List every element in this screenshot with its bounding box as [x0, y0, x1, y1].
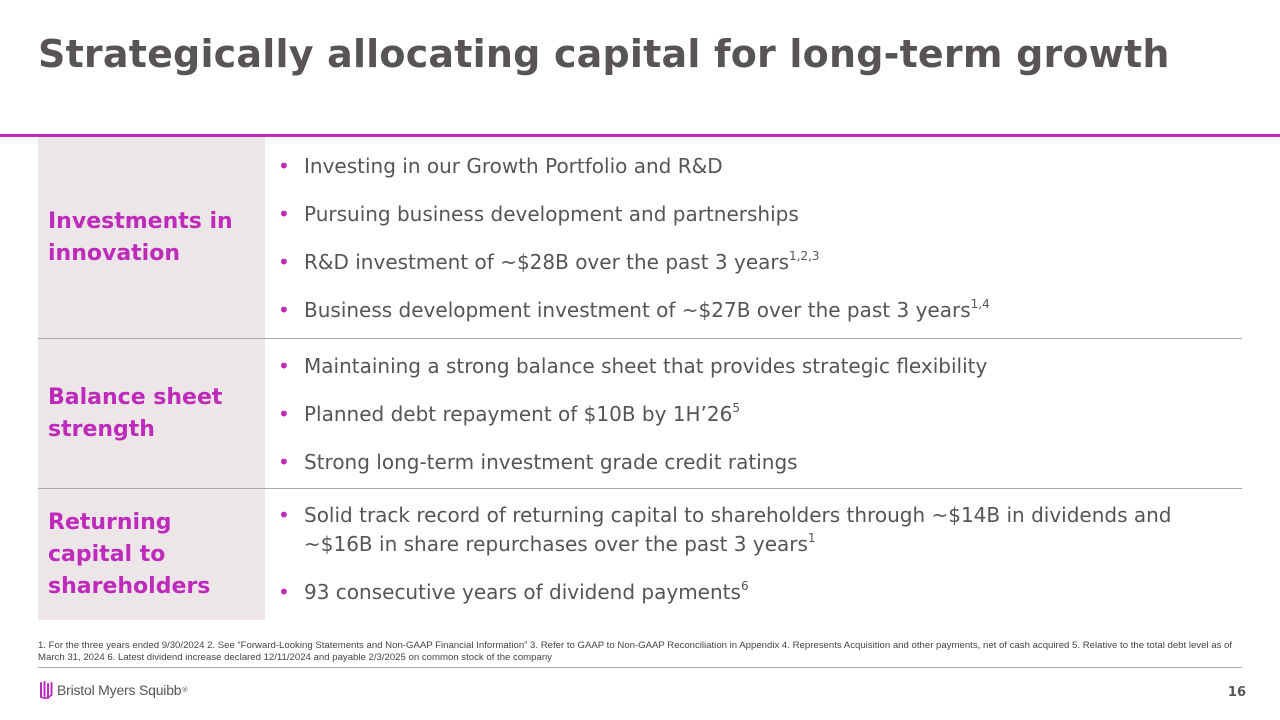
row-label-cell: Returning capital to shareholders — [38, 489, 265, 620]
footnote-ref: 5 — [732, 401, 740, 415]
bullet-dot-icon: • — [278, 580, 290, 604]
footer-divider — [38, 667, 1242, 668]
bullet-text: Maintaining a strong balance sheet that … — [304, 354, 988, 378]
row-label-cell: Investments in innovation — [38, 137, 265, 338]
bullet-dot-icon: • — [278, 154, 290, 178]
bullet-item: • Pursuing business development and partn… — [278, 200, 1242, 229]
footnote-ref: 1 — [807, 531, 816, 545]
footnotes: 1. For the three years ended 9/30/2024 2… — [38, 640, 1233, 663]
page-number: 16 — [1227, 685, 1246, 700]
row-divider — [38, 338, 1242, 339]
bullet-item: • Maintaining a strong balance sheet that… — [278, 352, 1242, 381]
bullet-item: • 93 consecutive years of dividend paymen… — [278, 578, 1242, 607]
bullet-text: Business development investment of ~$27B… — [304, 298, 971, 322]
row-returning-capital: Returning capital to shareholders • Solid… — [38, 489, 1242, 620]
footnote-ref: 1,2,3 — [789, 249, 820, 263]
bullet-dot-icon: • — [278, 202, 290, 226]
bullet-dot-icon: • — [278, 250, 290, 274]
bullet-dot-icon: • — [278, 354, 290, 378]
row-label-cell: Balance sheet strength — [38, 339, 265, 488]
bullet-text: Pursuing business development and partne… — [304, 202, 799, 226]
slide-title: Strategically allocating capital for lon… — [38, 32, 1170, 76]
bullet-text: Investing in our Growth Portfolio and R&… — [304, 154, 723, 178]
row-label: Returning capital to shareholders — [48, 509, 211, 599]
bullet-text: 93 consecutive years of dividend payment… — [304, 580, 741, 604]
footnote-ref: 1,4 — [970, 297, 990, 311]
bullet-text: Solid track record of returning capital … — [304, 503, 1172, 556]
footnote-ref: 6 — [740, 579, 749, 593]
company-logo: Bristol Myers Squibb ® — [38, 678, 188, 702]
bullet-dot-icon: • — [278, 503, 290, 527]
row-label: Balance sheet strength — [48, 384, 223, 442]
bullet-item: • Investing in our Growth Portfolio and R… — [278, 152, 1242, 181]
bullet-list: • Investing in our Growth Portfolio and R… — [278, 152, 1242, 325]
bullet-item: • Solid track record of returning capital… — [278, 501, 1242, 559]
bullet-item: • Strong long-term investment grade credi… — [278, 448, 1242, 477]
bullet-list: • Maintaining a strong balance sheet that… — [278, 352, 1242, 477]
title-divider — [0, 134, 1280, 137]
trademark-mark: ® — [181, 686, 189, 694]
row-divider — [38, 488, 1242, 489]
bullet-dot-icon: • — [278, 298, 290, 322]
bullet-item: • Business development investment of ~$27… — [278, 296, 1242, 325]
bullet-item: • Planned debt repayment of $10B by 1H’26… — [278, 400, 1242, 429]
bullet-list: • Solid track record of returning capital… — [278, 501, 1242, 607]
row-investments-in-innovation: Investments in innovation • Investing in … — [38, 137, 1242, 339]
logo-text: Bristol Myers Squibb — [57, 682, 182, 698]
bullet-dot-icon: • — [278, 402, 290, 426]
bullet-dot-icon: • — [278, 450, 290, 474]
bullet-text: Strong long-term investment grade credit… — [304, 450, 798, 474]
row-label: Investments in innovation — [48, 208, 233, 266]
row-balance-sheet-strength: Balance sheet strength • Maintaining a st… — [38, 339, 1242, 489]
bullet-item: • R&D investment of ~$28B over the past 3… — [278, 248, 1242, 277]
bullet-text: Planned debt repayment of $10B by 1H’26 — [304, 402, 733, 426]
bms-logo-icon — [40, 681, 53, 699]
bullet-text: R&D investment of ~$28B over the past 3 … — [304, 250, 790, 274]
